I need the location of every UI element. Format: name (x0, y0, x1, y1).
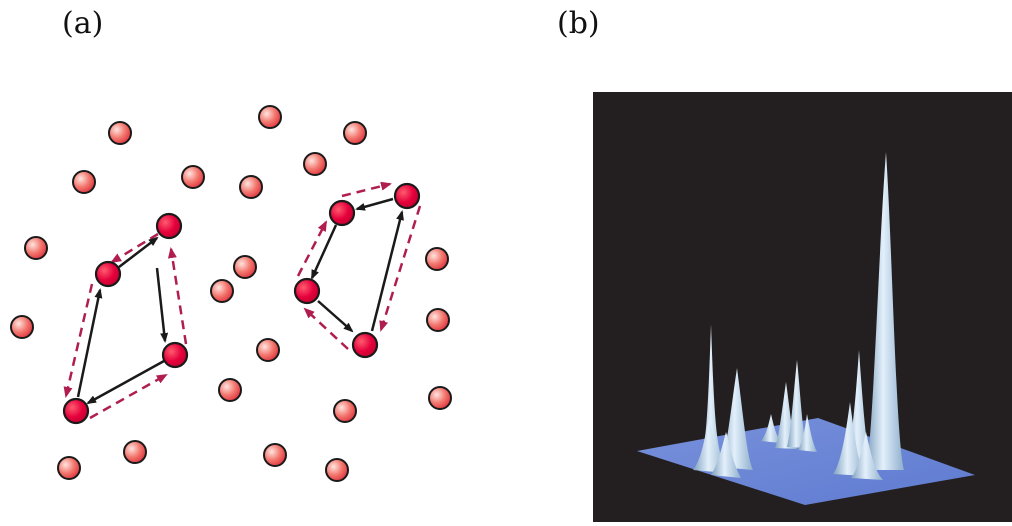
panel-b-label: (b) (557, 6, 600, 41)
loop-particle-icon (293, 277, 321, 305)
particle-icon (343, 121, 367, 145)
dashed-arrow (341, 181, 392, 198)
solid-arrow (155, 267, 169, 343)
particle-icon (108, 121, 132, 145)
particle-icon (258, 105, 282, 129)
particle-icon (303, 152, 327, 176)
particle-icon (210, 279, 234, 303)
particle-icon (10, 315, 34, 339)
solid-arrow (317, 300, 354, 333)
loop-particle-icon (161, 341, 189, 369)
peak-cluster-left (693, 324, 753, 478)
particle-icon (181, 165, 205, 189)
solid-arrow (355, 197, 394, 211)
solid-arrow (76, 288, 103, 398)
density-surface-plot (593, 92, 1012, 522)
particle-icon (426, 308, 450, 332)
solid-arrow (370, 210, 404, 332)
particle-icon (263, 443, 287, 467)
loop-particle-icon (393, 182, 421, 210)
particle-icon (425, 247, 449, 271)
panel-a-label: (a) (62, 6, 104, 41)
particle-icon (218, 378, 242, 402)
solid-arrow (310, 224, 338, 280)
dashed-arrow (379, 205, 422, 332)
particle-icon (325, 458, 349, 482)
dashed-arrow (167, 247, 188, 345)
particle-icon (428, 386, 452, 410)
surface-plane (637, 418, 975, 505)
peak-cluster-middle (761, 360, 817, 452)
dashed-arrow (303, 307, 349, 350)
loop-particle-icon (94, 260, 122, 288)
particle-icon (57, 456, 81, 480)
loop-particle-icon (351, 331, 379, 359)
particle-icon (239, 175, 263, 199)
particle-icon (333, 399, 357, 423)
loop-particle-icon (62, 397, 90, 425)
particle-icon (256, 338, 280, 362)
dashed-arrow (110, 232, 159, 264)
dashed-arrow (296, 220, 328, 277)
loop-particle-icon (155, 212, 183, 240)
particle-icon (72, 170, 96, 194)
particle-icon (24, 236, 48, 260)
solid-arrow (86, 359, 165, 405)
particle-icon (233, 255, 257, 279)
peak-cluster-right (833, 152, 904, 480)
dashed-arrow (63, 283, 94, 398)
loop-particle-icon (328, 199, 356, 227)
solid-arrow (118, 236, 159, 268)
surface-render (637, 152, 975, 505)
particle-icon (123, 440, 147, 464)
